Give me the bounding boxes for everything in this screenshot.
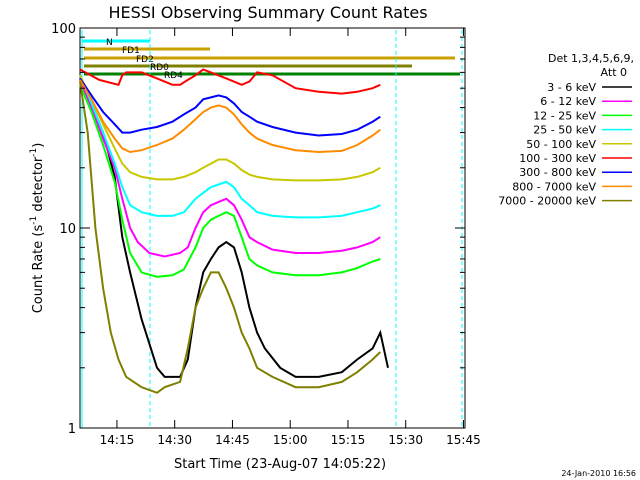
legend-label-2: 12 - 25 keV: [533, 109, 596, 122]
y-axis-label-mid: detector: [31, 156, 46, 216]
y-tick-label-2: 100: [51, 22, 76, 37]
legend-header-line2: Att 0: [601, 66, 627, 79]
series-line-1: [79, 79, 381, 258]
legend-label-3: 25 - 50 keV: [533, 124, 596, 137]
series-line-7: [79, 79, 381, 154]
legend-label-7: 800 - 7000 keV: [512, 180, 596, 193]
legend-label-0: 3 - 6 keV: [547, 81, 596, 94]
x-tick-label-2: 14:45: [215, 433, 250, 447]
x-tick-label-1: 14:30: [157, 433, 192, 447]
legend-header-line1: Det 1,3,4,5,6,9,: [548, 52, 634, 65]
x-tick-label-0: 14:15: [100, 433, 135, 447]
footer-date: 24-Jan-2010 16:56: [561, 469, 636, 478]
flag-label-fd2: FD2: [136, 55, 154, 65]
y-tick-label-1: 10: [59, 222, 76, 237]
legend-label-8: 7000 - 20000 keV: [498, 195, 596, 208]
x-axis-label: Start Time (23-Aug-07 14:05:22): [174, 457, 386, 472]
y-axis-ticks: 1 10 100: [51, 22, 465, 437]
x-tick-label-3: 15:00: [273, 433, 308, 447]
y-axis-label: Count Rate (s-1 detector-1): [29, 143, 46, 314]
x-tick-label-6: 15:45: [446, 433, 481, 447]
legend-label-6: 300 - 800 keV: [519, 166, 596, 179]
y-axis-label-sup1: -1: [29, 216, 39, 225]
x-tick-label-4: 15:15: [331, 433, 366, 447]
series-line-6: [79, 77, 381, 137]
y-axis-label-main: Count Rate (s: [31, 225, 46, 314]
flag-label-n: N: [106, 38, 113, 48]
flag-label-rd4: RD4: [164, 71, 183, 81]
flag-label-fd1: FD1: [122, 46, 140, 56]
y-axis-label-sup2: -1: [29, 148, 39, 157]
x-tick-label-5: 15:30: [388, 433, 423, 447]
series-line-0: [79, 79, 389, 378]
series-line-2: [79, 84, 381, 278]
y-tick-label-0: 1: [68, 422, 76, 437]
chart-title: HESSI Observing Summary Count Rates: [108, 3, 427, 22]
legend-label-5: 100 - 300 keV: [519, 152, 596, 165]
series-line-3: [79, 74, 381, 219]
series-line-5: [79, 68, 381, 95]
plot-frame: [79, 27, 466, 429]
series-line-4: [79, 74, 381, 182]
series-line-8: [79, 81, 381, 394]
legend-label-1: 6 - 12 keV: [540, 95, 596, 108]
flag-label-rd0: RD0: [150, 63, 169, 73]
y-axis-label-end: ): [31, 143, 46, 148]
legend-label-4: 50 - 100 keV: [526, 138, 596, 151]
x-axis-ticks: 14:15 14:30 14:45 15:00 15:15 15:30 15:45: [100, 28, 481, 447]
data-series-group: [79, 68, 389, 394]
